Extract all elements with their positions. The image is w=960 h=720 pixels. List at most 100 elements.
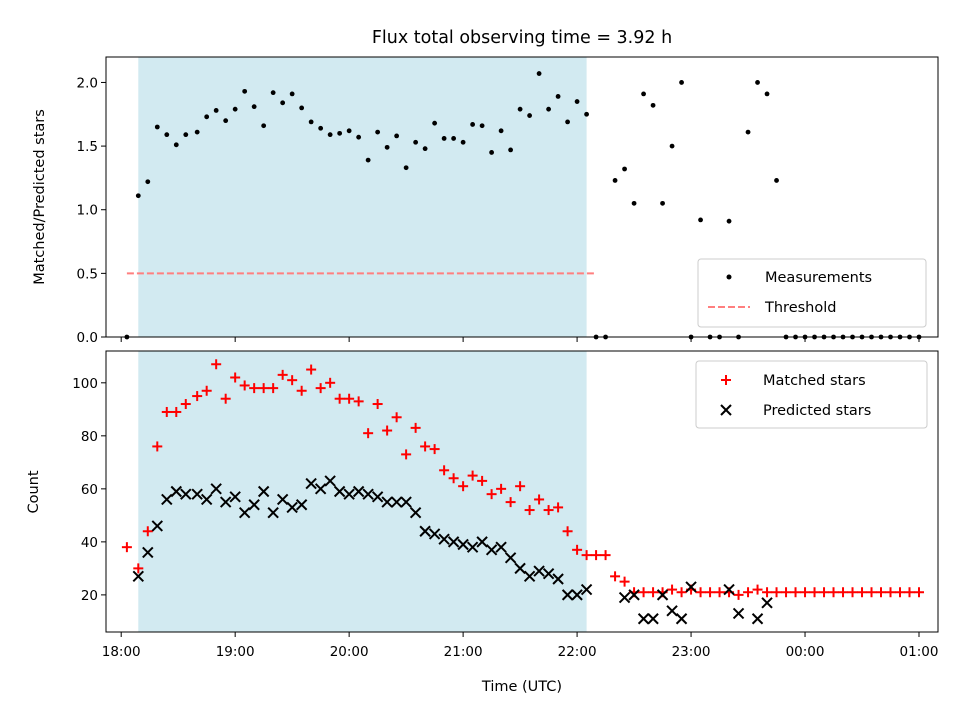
top-panel: 0.0 0.5 1.0 1.5 2.0 Flux total observing tim… [32,28,939,346]
matched-star-point [581,550,592,561]
matched-star-point [180,399,191,410]
measurement-point [251,104,257,110]
predicted-star-point [647,613,659,625]
predicted-star-point [666,605,678,617]
measurement-point [774,178,779,183]
matched-star-point [505,497,516,508]
predicted-star-point [343,488,355,500]
measurement-point [565,119,570,125]
measurement-point [213,108,219,113]
matched-star-point [268,383,279,394]
predicted-star-point [305,477,317,490]
matched-star-point [429,444,440,455]
measurement-point [555,94,561,99]
predicted-star-point [447,536,460,548]
matched-star-point [800,587,811,598]
measurement-point [280,100,286,106]
predicted-star-point [161,493,173,506]
top-x-ticks [120,337,920,342]
predicted-star-point [514,562,526,575]
predicted-star-point [476,536,488,548]
matched-star-point [895,587,906,598]
predicted-star-point [333,485,346,498]
measurement-point [365,157,371,163]
predicted-star-point [180,488,192,500]
predicted-star-point [504,552,517,564]
matched-star-point [714,587,725,598]
measurement-point [375,129,381,135]
matched-star-point [591,550,602,561]
measurement-point [479,123,485,129]
measurement-point [261,123,267,129]
measurement-point [337,130,343,136]
predicted-star-point [552,573,564,585]
x-tick-label: 20:00 [330,644,369,660]
bottom-legend: Matched stars Predicted stars [695,360,928,429]
measurement-point [173,142,179,148]
predicted-star-point [132,570,144,583]
measurement-point [517,106,523,112]
measurement-point [145,179,151,185]
predicted-star-point [276,493,289,506]
x-tick-label: 22:00 [558,644,597,660]
matched-star-point [695,587,706,598]
predicted-star-point [637,613,650,625]
predicted-star-point [151,520,163,532]
predicted-star-point [314,483,327,495]
matched-star-point [152,441,163,452]
legend-marker-predicted-stars [720,404,732,416]
matched-star-point [572,544,583,555]
matched-star-point [287,375,298,386]
matched-star-point [667,584,678,595]
measurement-point [154,124,160,130]
matched-star-point [401,449,412,460]
predicted-star-point [200,493,213,506]
predicted-star-point [324,475,336,487]
bottom-legend-box [695,360,928,429]
matched-star-point [771,587,782,598]
predicted-star-point [390,496,403,508]
matched-star-point [372,399,383,410]
predicted-star-point [238,507,251,519]
legend-label-predicted-stars: Predicted stars [763,403,871,419]
matched-star-point [610,571,621,582]
matched-star-point [201,385,212,396]
predicted-star-point [628,589,640,601]
top-legend-box [697,258,927,328]
predicted-star-point [428,528,441,540]
matched-star-point [515,481,526,492]
matched-star-point [790,587,801,598]
matched-star-point [619,576,630,587]
top-shaded-region [138,57,587,337]
matched-star-point [121,542,132,553]
measurement-point [622,166,627,172]
matched-star-point [781,587,792,598]
top-y-tick-label: 0.0 [77,330,98,346]
measurement-point [223,118,229,124]
measurement-point [204,114,210,120]
measurement-point [346,128,352,134]
top-y-tick-label: 0.5 [77,266,98,282]
measurement-point [413,139,419,145]
measurement-point [764,91,770,97]
predicted-star-point [485,544,498,556]
predicted-star-point [362,488,374,500]
legend-marker-matched-stars [721,375,731,385]
measurement-point [508,147,514,153]
legend-label-matched-stars: Matched stars [763,373,866,389]
matched-star-point [258,383,269,394]
matched-star-point [486,489,497,500]
x-tick-label: 23:00 [672,644,711,660]
predicted-star-point [675,613,688,625]
matched-star-point [809,587,820,598]
top-y-ticks: 0.0 0.5 1.0 1.5 2.0 [77,75,106,346]
matched-star-point [220,393,231,404]
matched-star-point [133,563,144,574]
matched-star-point [410,422,421,433]
predicted-star-point [219,496,232,508]
matched-star-point [230,372,241,383]
measurement-point [470,122,476,127]
matched-star-point [467,470,478,481]
matched-star-point [192,391,203,402]
